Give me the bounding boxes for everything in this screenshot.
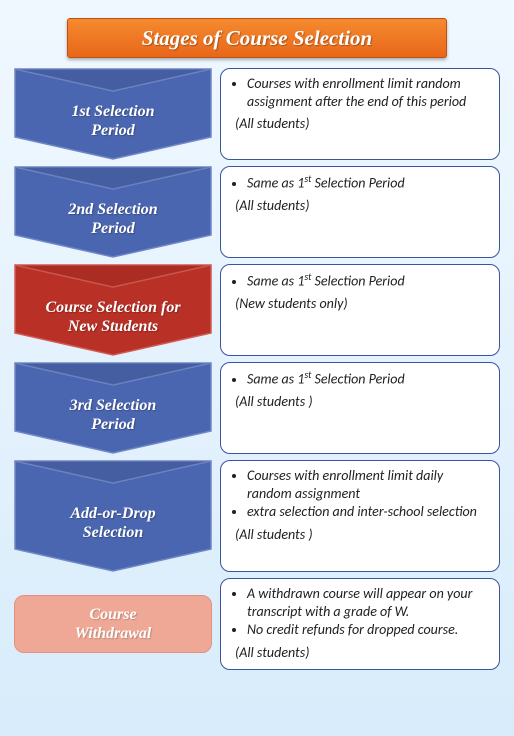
stage-chevron: 3rd SelectionPeriod [14,362,212,454]
stage-label: CourseWithdrawal [75,605,152,643]
bullet-item: Same as 1st Selection Period [247,271,489,290]
bullet-list: Same as 1st Selection Period [233,369,489,389]
stage-label: Course Selection forNew Students [14,264,212,356]
bullet-item: extra selection and inter-school selecti… [247,503,489,521]
stage-label: 2nd SelectionPeriod [14,166,212,258]
bullet-list: Courses with enrollment limit daily rand… [233,467,489,522]
bullet-item: Courses with enrollment limit random ass… [247,75,489,110]
stage-description: Courses with enrollment limit daily rand… [220,460,500,572]
bullet-list: Same as 1st Selection Period [233,271,489,291]
bullet-list: A withdrawn course will appear on your t… [233,585,489,640]
stage-label: 3rd SelectionPeriod [14,362,212,454]
bullet-list: Courses with enrollment limit random ass… [233,75,489,111]
stage-label: 1st SelectionPeriod [14,68,212,160]
stage-description: Same as 1st Selection Period (All student… [220,362,500,454]
stage-label: Add-or-DropSelection [14,460,212,572]
stage-row: 2nd SelectionPeriodSame as 1st Selection… [14,166,500,258]
stages-container: 1st SelectionPeriod Courses with enrollme… [0,68,514,670]
bullet-list: Same as 1st Selection Period [233,173,489,193]
stage-description: A withdrawn course will appear on your t… [220,578,500,670]
stage-description: Courses with enrollment limit random ass… [220,68,500,160]
stage-row: 3rd SelectionPeriodSame as 1st Selection… [14,362,500,454]
stage-chevron: Add-or-DropSelection [14,460,212,572]
stage-description: Same as 1st Selection Period (New student… [220,264,500,356]
audience-text: (New students only) [233,295,489,313]
page-title: Stages of Course Selection [142,26,372,51]
stage-description: Same as 1st Selection Period (All student… [220,166,500,258]
stage-row: Add-or-DropSelection Courses with enrollm… [14,460,500,572]
bullet-item: Same as 1st Selection Period [247,173,489,192]
stage-chevron: 2nd SelectionPeriod [14,166,212,258]
stage-pill: CourseWithdrawal [14,595,212,653]
audience-text: (All students) [233,197,489,215]
stage-chevron: 1st SelectionPeriod [14,68,212,160]
stage-row: 1st SelectionPeriod Courses with enrollme… [14,68,500,160]
audience-text: (All students) [233,115,489,133]
stage-row: Course Selection forNew StudentsSame as … [14,264,500,356]
title-banner: Stages of Course Selection [67,18,447,58]
audience-text: (All students ) [233,526,489,544]
audience-text: (All students ) [233,393,489,411]
bullet-item: No credit refunds for dropped course. [247,621,489,639]
stage-row: CourseWithdrawal A withdrawn course will … [14,578,500,670]
bullet-item: A withdrawn course will appear on your t… [247,585,489,620]
stage-chevron: Course Selection forNew Students [14,264,212,356]
bullet-item: Courses with enrollment limit daily rand… [247,467,489,502]
audience-text: (All students) [233,644,489,662]
bullet-item: Same as 1st Selection Period [247,369,489,388]
